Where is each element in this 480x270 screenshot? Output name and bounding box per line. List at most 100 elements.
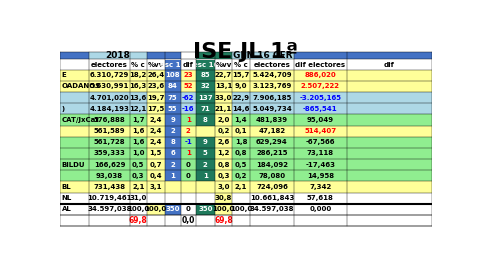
Text: 6: 6 [170,150,175,157]
Text: 286,215: 286,215 [256,150,288,157]
Bar [196,60,215,70]
Text: 1,5: 1,5 [150,150,162,157]
Text: 576,888: 576,888 [94,117,125,123]
Text: 4.701,020: 4.701,020 [90,95,130,101]
Text: 26,4: 26,4 [147,72,164,78]
Bar [165,70,181,81]
Bar [165,60,181,70]
Bar [165,137,181,148]
Text: 71: 71 [201,106,210,112]
Text: 5.049,734: 5.049,734 [252,106,292,112]
Bar [60,193,432,204]
Text: 0: 0 [186,206,191,212]
Text: -1: -1 [184,139,192,145]
Bar [147,137,165,148]
Text: 2: 2 [170,128,175,134]
Text: electores: electores [91,62,128,68]
Bar [60,126,432,137]
Text: 0,4: 0,4 [149,173,162,179]
Text: 85: 85 [201,72,210,78]
Text: 0,8: 0,8 [217,162,230,168]
Text: 0,2: 0,2 [217,128,230,134]
Text: 19,7: 19,7 [147,95,164,101]
Text: GEN 16 CER: GEN 16 CER [233,51,293,60]
Text: 9,0: 9,0 [235,83,247,89]
Text: 69,8: 69,8 [214,216,233,225]
Bar [147,52,181,59]
Text: 0,5: 0,5 [132,162,144,168]
Text: 18,2: 18,2 [130,72,147,78]
Bar [196,81,215,92]
Text: 8: 8 [170,139,175,145]
Text: 95,049: 95,049 [307,117,334,123]
Text: % c: % c [132,62,145,68]
Text: 84: 84 [168,83,178,89]
Bar [60,181,432,193]
Bar [215,70,232,81]
Bar [215,193,232,204]
Text: -16: -16 [182,106,194,112]
Text: 1,4: 1,4 [235,117,247,123]
Bar [196,159,215,170]
Bar [147,204,165,215]
Bar [215,126,232,137]
Bar [60,215,432,226]
Text: 73,118: 73,118 [307,150,334,157]
Text: -67,566: -67,566 [306,139,335,145]
Text: 0: 0 [186,173,191,179]
Text: 0,8: 0,8 [235,150,247,157]
Text: dif: dif [183,62,193,68]
Text: BL: BL [61,184,71,190]
Text: 34.597,038: 34.597,038 [250,206,294,212]
Bar [215,137,232,148]
Bar [215,159,232,170]
Bar [60,103,432,114]
Text: 0,3: 0,3 [132,173,144,179]
Bar [294,52,432,59]
Text: 21,1: 21,1 [215,106,232,112]
Bar [196,70,215,81]
Text: electores: electores [253,62,290,68]
Bar [60,52,89,59]
Bar [165,126,181,137]
Text: 15,7: 15,7 [232,72,250,78]
Text: 9: 9 [170,117,175,123]
Text: 14,6: 14,6 [232,106,250,112]
Text: 100,0: 100,0 [230,206,252,212]
Text: 1,0: 1,0 [132,150,144,157]
Text: 12,1: 12,1 [130,106,147,112]
Text: ): ) [61,106,65,112]
Text: 52: 52 [183,83,193,89]
Text: 1: 1 [186,117,191,123]
Text: 0,3: 0,3 [217,173,230,179]
Text: 32: 32 [201,83,210,89]
Text: dif electores: dif electores [295,62,346,68]
Text: CAT/JxCat: CAT/JxCat [61,117,99,123]
Text: 514,407: 514,407 [304,128,336,134]
Text: 6.310,729: 6.310,729 [90,72,129,78]
Text: 13,1: 13,1 [215,83,232,89]
Bar [165,204,181,215]
Text: 9: 9 [203,139,208,145]
Bar [165,170,181,181]
Text: 3.123,769: 3.123,769 [252,83,292,89]
Text: AL: AL [61,206,72,212]
Bar [196,114,215,126]
Text: 731,438: 731,438 [94,184,126,190]
Text: 47,182: 47,182 [258,128,286,134]
Bar [196,103,215,114]
Text: -62: -62 [182,95,194,101]
Bar [215,181,232,193]
Bar [215,170,232,181]
Bar [215,114,232,126]
Text: 1: 1 [186,150,191,157]
Bar [215,148,232,159]
Bar [60,81,432,92]
Bar [89,52,147,59]
Bar [147,170,165,181]
Text: 481,839: 481,839 [256,117,288,123]
Text: 2: 2 [203,162,208,168]
Bar [165,103,181,114]
Text: -865,541: -865,541 [303,106,338,112]
Text: 100,0: 100,0 [212,206,235,212]
